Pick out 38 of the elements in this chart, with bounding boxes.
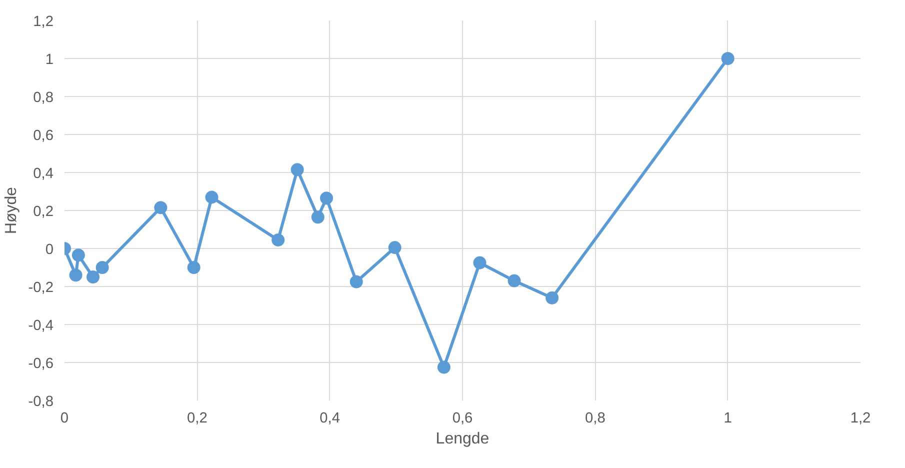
y-tick-label: -0,2: [28, 280, 54, 296]
point: [69, 268, 82, 282]
y-tick-label: 0: [45, 242, 54, 258]
point: [350, 275, 363, 288]
x-tick-label: 0,6: [452, 410, 473, 426]
point: [320, 192, 334, 205]
y-tick-label: 0,8: [33, 90, 54, 106]
x-tick-label: 0,4: [320, 410, 340, 426]
y-axis-title: Høyde: [3, 186, 20, 234]
point: [437, 360, 450, 374]
point: [205, 190, 218, 204]
point: [86, 270, 100, 284]
x-axis-title: Lengde: [436, 430, 490, 448]
y-tick-label: -0,6: [28, 356, 54, 372]
y-tick-label: -0,8: [28, 394, 54, 410]
point: [72, 248, 85, 262]
y-tick-label: 0,6: [33, 128, 54, 144]
x-tick-label: 1: [724, 410, 732, 426]
point: [272, 233, 285, 246]
y-tick-label: 1,2: [33, 14, 54, 30]
point: [508, 274, 521, 288]
x-tick-label: 0,2: [186, 410, 208, 426]
point: [388, 241, 402, 254]
x-tick-label: 1,2: [850, 410, 871, 426]
point: [546, 291, 559, 304]
point: [311, 210, 324, 224]
point: [154, 201, 168, 214]
point: [473, 256, 486, 270]
point: [721, 52, 734, 65]
y-tick-label: 0,4: [33, 166, 54, 182]
point: [96, 261, 109, 274]
x-tick-label: 0,8: [584, 410, 606, 426]
point: [187, 261, 200, 274]
y-tick-label: -0,4: [28, 318, 54, 334]
x-tick-label: 0: [60, 410, 69, 426]
y-tick-label: 0,2: [33, 204, 54, 220]
point: [290, 163, 304, 176]
y-tick-label: 1: [45, 52, 54, 68]
